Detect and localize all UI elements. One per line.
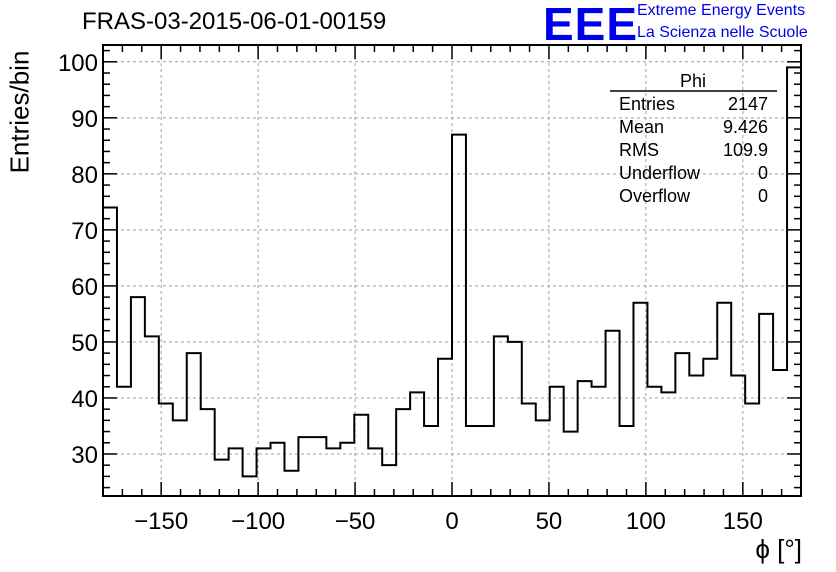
stats-label-rms: RMS [619,140,659,160]
histogram-bin [424,426,438,496]
histogram-bin [187,353,201,496]
stats-value-entries: 2147 [728,94,768,114]
stats-value-underflow: 0 [758,163,768,183]
x-tick-label: −100 [231,508,285,535]
x-tick-label: 150 [723,508,763,535]
histogram-bin [298,437,312,496]
histogram-bin [703,359,717,496]
histogram-bin [522,404,536,496]
histogram-bin [271,443,285,496]
histogram-bin [759,314,773,496]
x-axis-label: ϕ [°] [755,534,802,564]
histogram-bin [773,370,787,496]
histogram-bin [550,387,564,496]
y-tick-label: 70 [71,218,98,245]
histogram-bin [675,353,689,496]
histogram-bin [229,448,243,496]
histogram-bin [661,392,675,496]
histogram-bin [396,409,410,496]
x-tick-label: 50 [536,508,563,535]
y-tick-label: 40 [71,386,98,413]
stats-value-rms: 109.9 [723,140,768,160]
histogram-bin [243,476,257,496]
histogram-bin [689,376,703,496]
stats-value-overflow: 0 [758,186,768,206]
y-tick-label: 100 [58,50,98,77]
histogram-bin [117,387,131,496]
stats-label-entries: Entries [619,94,675,114]
histogram-bin [312,437,326,496]
x-tick-label: 100 [626,508,666,535]
stats-label-underflow: Underflow [619,163,701,183]
histogram-bin [215,460,229,496]
y-tick-label: 50 [71,330,98,357]
y-tick-label: 90 [71,106,98,133]
axis-layer: −150 −100 −50 0 50 100 150 30 40 50 60 70 80 90 100 [58,44,802,535]
histogram-layer [102,66,802,496]
histogram-bin [201,409,215,496]
y-tick-label: 80 [71,162,98,189]
x-tick-label: −150 [134,508,188,535]
histogram-bin [103,207,117,496]
histogram-bin [620,426,634,496]
histogram-bin [145,336,159,496]
histogram-bin [340,443,354,496]
y-tick-label: 30 [71,442,98,469]
stats-title: Phi [680,71,706,91]
histogram-bin [466,426,480,496]
histogram-bin [326,448,340,496]
stats-label-overflow: Overflow [619,186,691,206]
x-tick-label: −50 [335,508,376,535]
histogram-bin [368,448,382,496]
histogram-bin [647,387,661,496]
histogram-bin [717,303,731,496]
histogram-bin [745,404,759,496]
histogram-bin [480,426,494,496]
brand-line-2: La Scienza nelle Scuole [637,24,808,41]
histogram-bin [410,392,424,496]
histogram-bin [536,420,550,496]
brand-line-1: Extreme Energy Events [637,2,806,19]
histogram-bin [633,303,647,496]
histogram-bin [131,297,145,496]
histogram-bin [508,342,522,496]
histogram-outline [102,66,802,496]
histogram-bin [606,331,620,496]
x-tick-label: 0 [445,508,458,535]
histogram-bin [173,420,187,496]
histogram-bin [564,432,578,496]
chart-title: FRAS-03-2015-06-01-00159 [82,8,387,35]
histogram-bin [494,336,508,496]
histogram-bin [354,415,368,496]
stats-box: Phi Entries 2147 Mean 9.426 RMS 109.9 Un… [610,71,777,206]
histogram-bin [592,387,606,496]
y-tick-label: 60 [71,274,98,301]
stats-value-mean: 9.426 [723,117,768,137]
stats-label-mean: Mean [619,117,664,137]
eee-logo: EEE [543,0,639,50]
histogram-bin [438,359,452,496]
histogram-bin [452,135,466,496]
